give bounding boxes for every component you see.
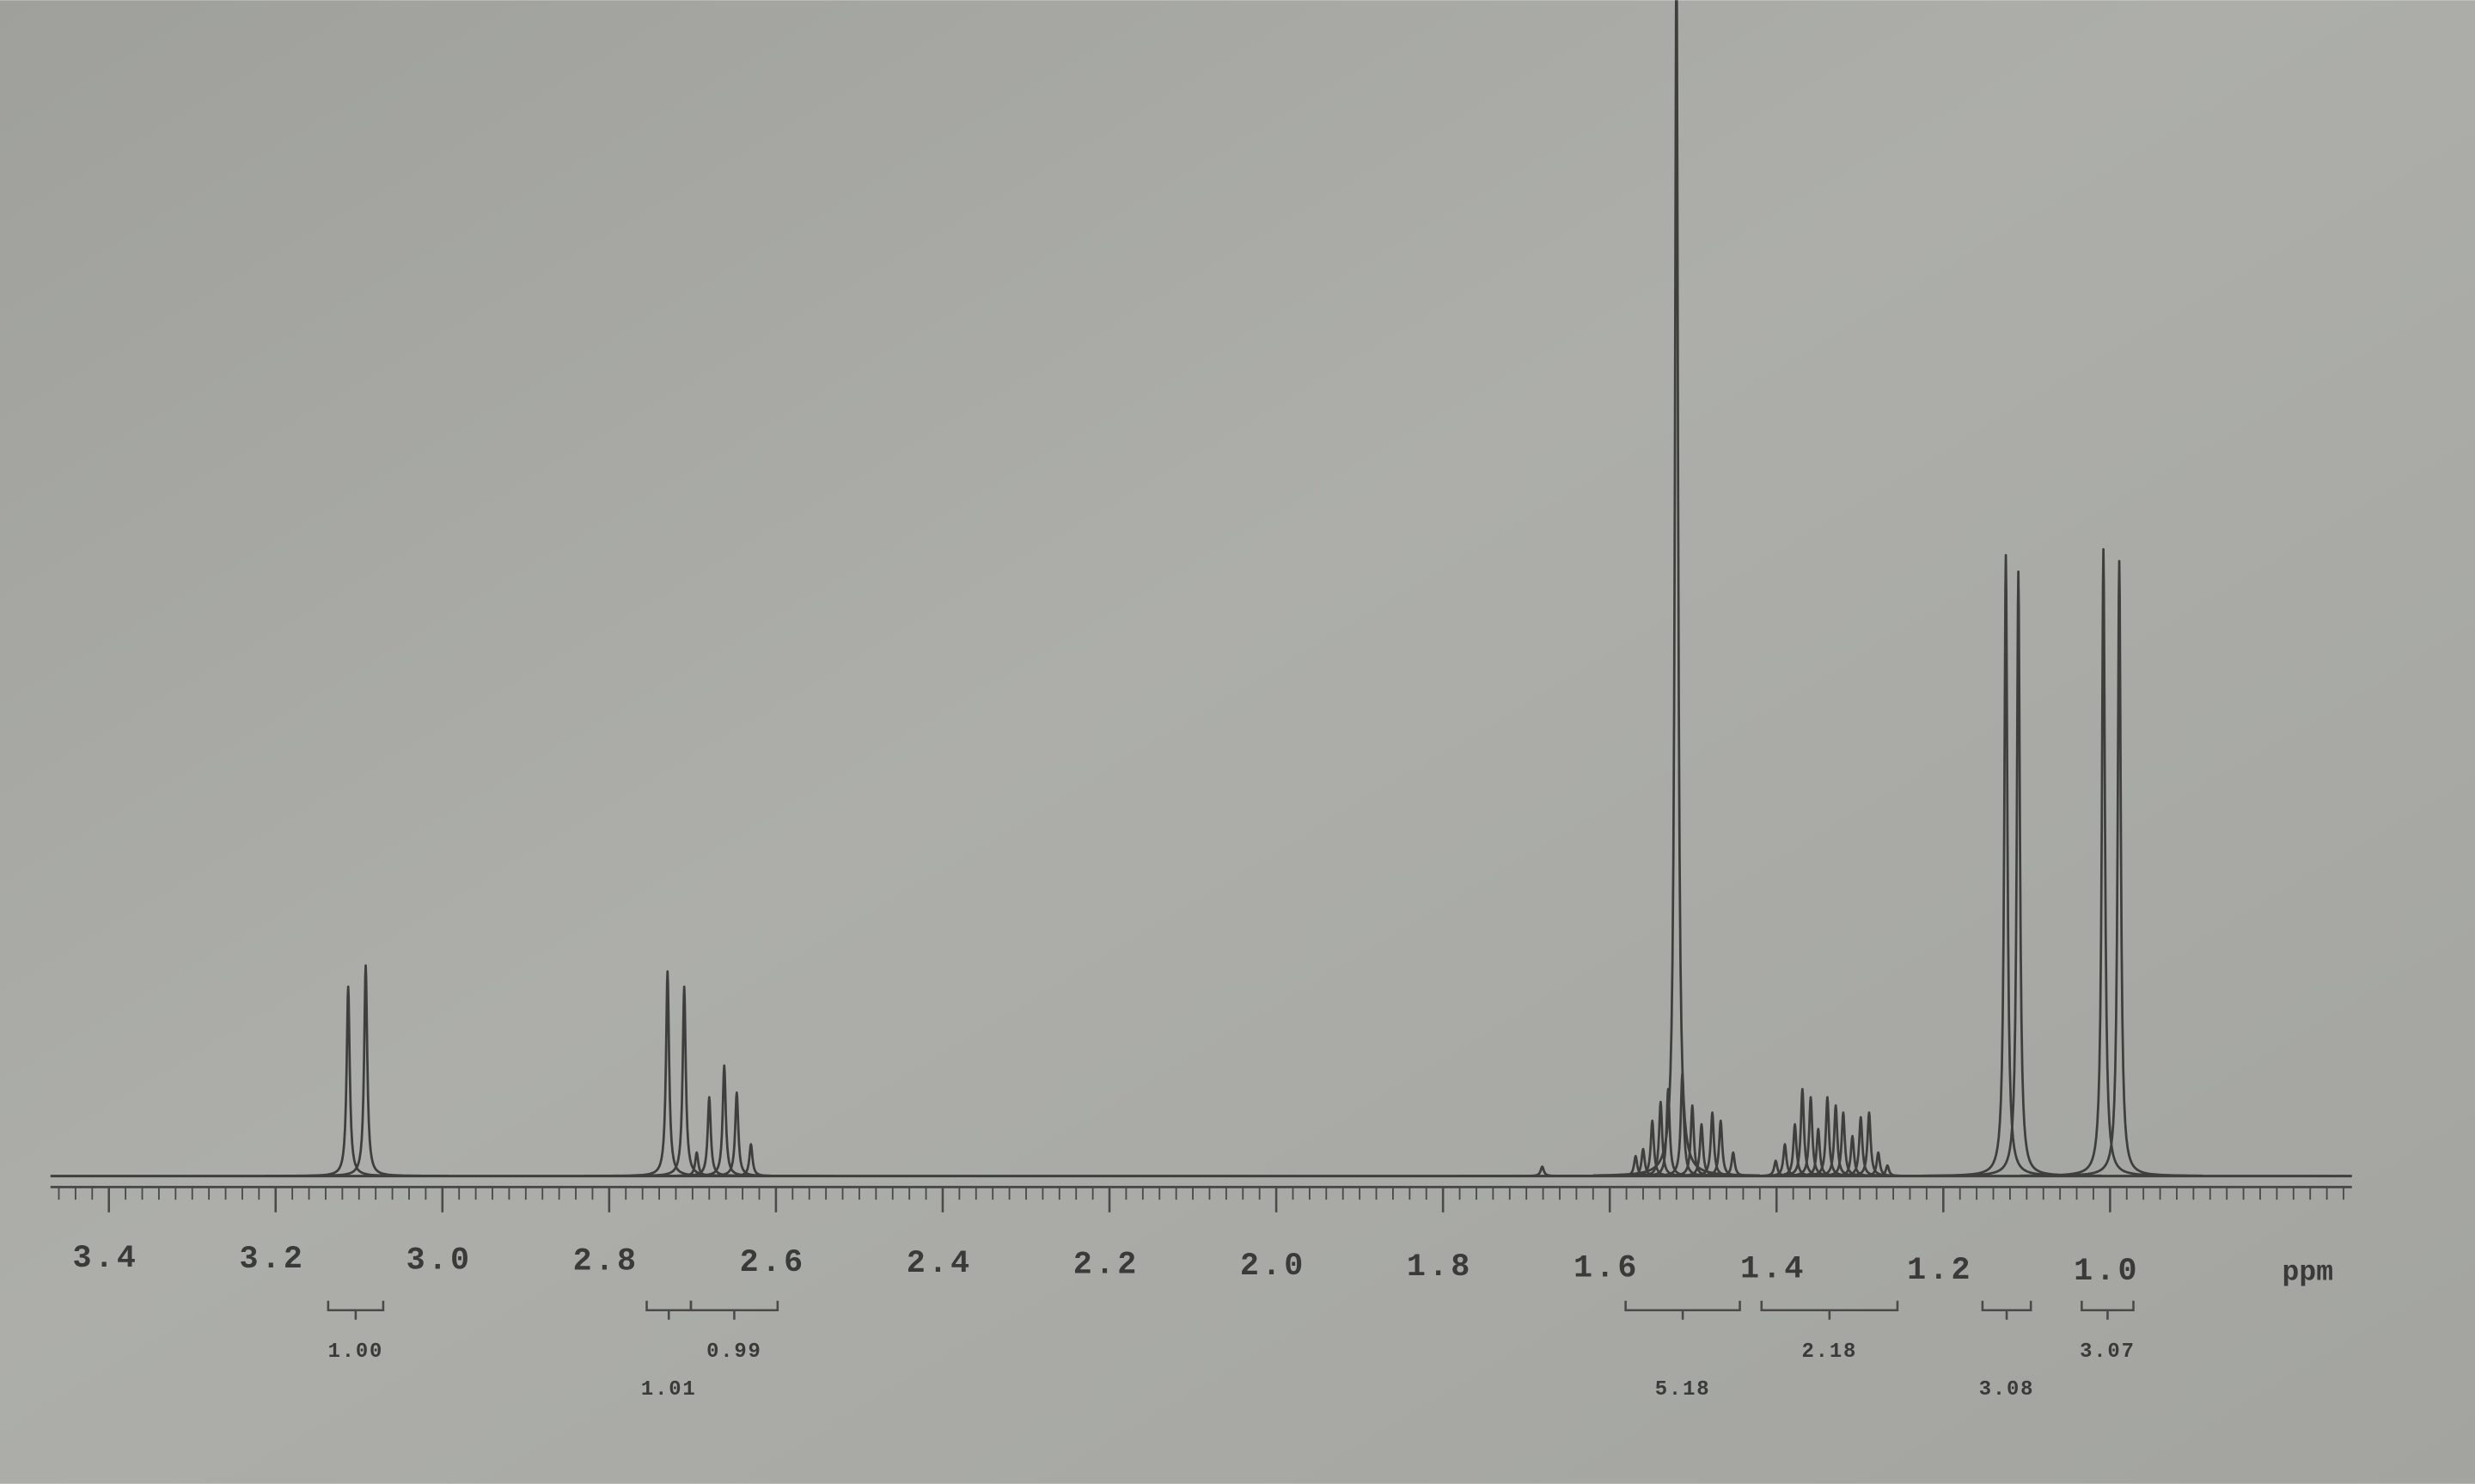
x-tick-label: 3.0 <box>406 1243 473 1279</box>
x-tick-label: 3.4 <box>72 1241 138 1277</box>
integral-bracket <box>2081 1300 2135 1320</box>
integral-label: 2.18 <box>1802 1340 1858 1364</box>
x-tick-label: 2.8 <box>573 1244 639 1280</box>
peak <box>282 964 449 1177</box>
integral-bracket <box>689 1300 779 1320</box>
x-axis-label: ppm <box>2282 1255 2333 1288</box>
integral-label: 1.01 <box>641 1378 697 1402</box>
integral-bracket <box>1981 1300 2032 1320</box>
integral-bracket <box>1760 1300 1899 1320</box>
peak <box>2035 559 2203 1177</box>
integral-bracket <box>327 1300 385 1320</box>
x-tick-label: 1.0 <box>2074 1254 2140 1290</box>
x-tick-label: 1.8 <box>1407 1249 1473 1286</box>
peak <box>1592 0 1760 1177</box>
x-tick-label: 1.4 <box>1740 1252 1806 1288</box>
x-tick-label: 3.2 <box>240 1242 306 1278</box>
integral-bracket <box>1624 1300 1741 1320</box>
integral-label: 0.99 <box>706 1340 762 1364</box>
integral-label: 5.18 <box>1655 1378 1711 1402</box>
x-tick-label: 2.6 <box>740 1245 806 1281</box>
x-tick-label: 1.2 <box>1907 1253 1973 1289</box>
integral-label: 3.08 <box>1979 1378 2035 1402</box>
x-tick-label: 1.6 <box>1574 1250 1640 1286</box>
integral-label: 1.00 <box>328 1340 384 1364</box>
x-tick-label: 2.0 <box>1240 1249 1306 1285</box>
plot-area <box>50 0 2352 1178</box>
peak <box>667 1143 834 1177</box>
integral-label: 3.07 <box>2080 1340 2136 1364</box>
x-tick-label: 2.4 <box>907 1246 973 1282</box>
x-tick-label: 2.2 <box>1073 1248 1140 1284</box>
